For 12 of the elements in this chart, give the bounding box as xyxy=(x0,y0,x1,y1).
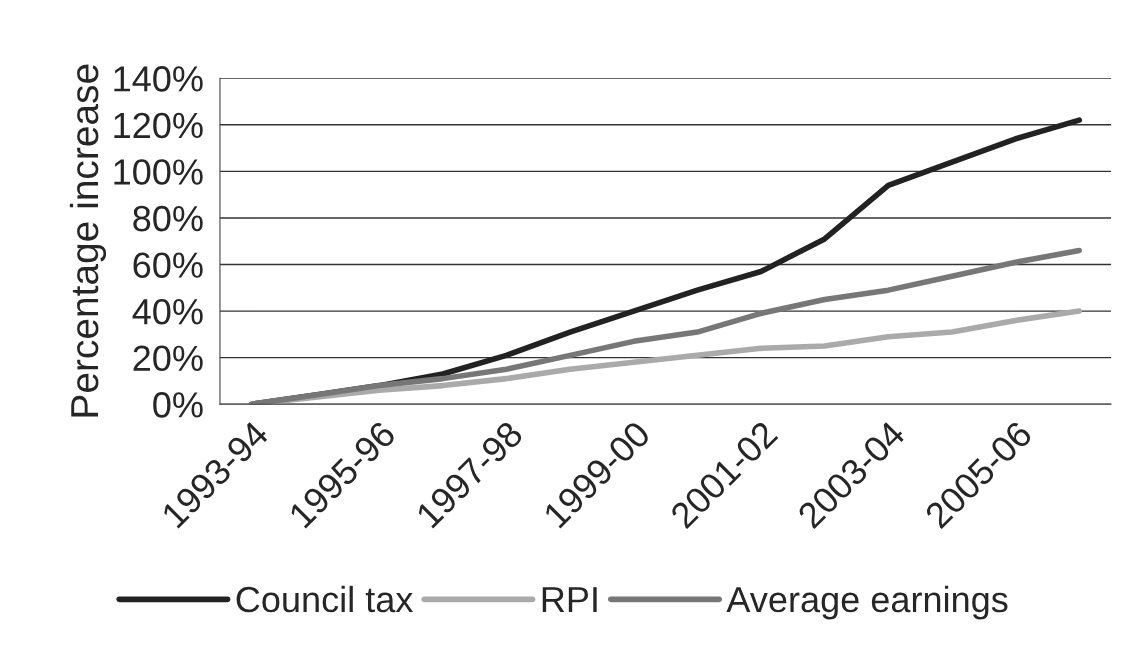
y-tick-label: 60% xyxy=(133,252,203,278)
y-tick-label: 80% xyxy=(133,205,203,232)
y-tick-label: 120% xyxy=(114,112,203,139)
y-tick-label: 0% xyxy=(153,392,203,418)
y-tick-label: 40% xyxy=(132,298,203,325)
y-tick-label: 20% xyxy=(133,345,203,372)
y-tick-label: 100% xyxy=(114,159,203,185)
y-axis-title: Percentage increase xyxy=(69,64,107,417)
legend-label: Average earnings xyxy=(726,585,1008,620)
legend-label: Council tax xyxy=(236,585,414,613)
legend-label: RPI xyxy=(542,587,597,613)
y-tick-label: 140% xyxy=(114,66,203,92)
